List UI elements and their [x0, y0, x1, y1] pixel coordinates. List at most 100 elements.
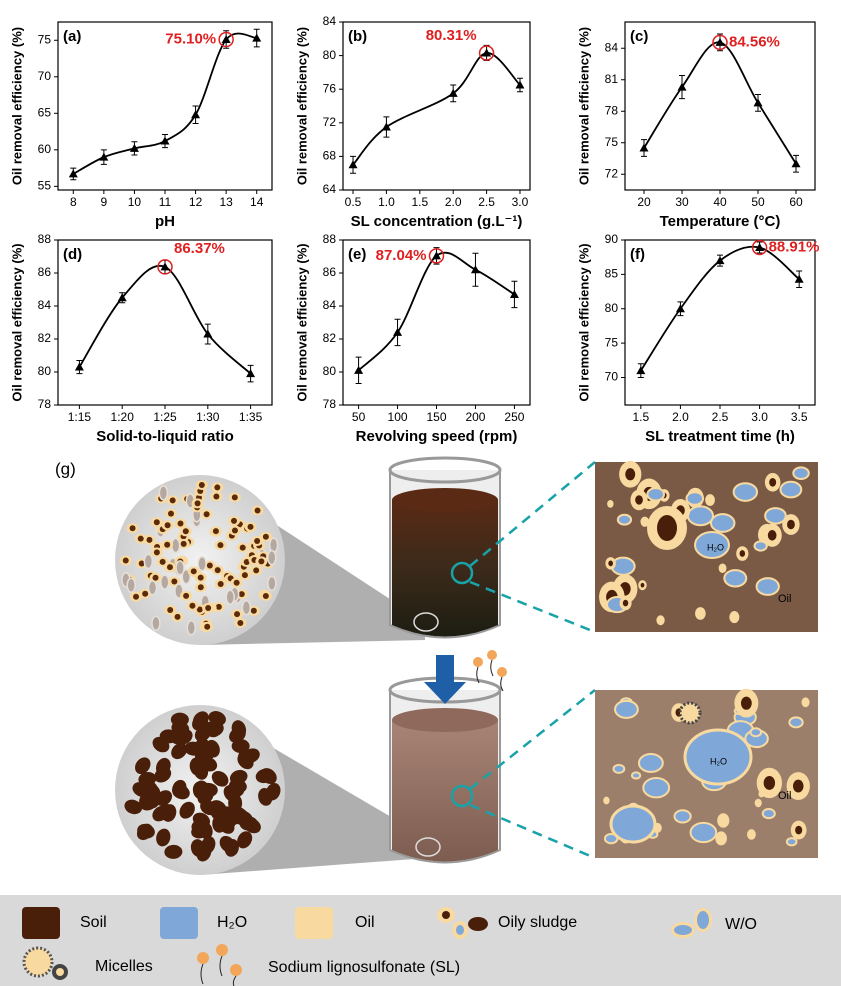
- y-tick-label: 75: [38, 32, 52, 46]
- figure: 5560657075891011121314pHOil removal effi…: [0, 0, 841, 986]
- y-tick-label: 80: [605, 301, 619, 315]
- wo-droplet: [750, 728, 761, 736]
- soil-core: [242, 572, 248, 578]
- soil-core: [142, 591, 148, 597]
- beaker: [390, 458, 500, 638]
- wo-droplet: [734, 483, 757, 501]
- oil-droplet: [717, 813, 729, 828]
- value-label: 86.37%: [174, 240, 225, 257]
- oil-droplet: [695, 607, 706, 620]
- soil-core: [255, 507, 261, 513]
- soil-core: [168, 511, 174, 517]
- legend-label: Sodium lignosulfonate (SL): [268, 959, 460, 976]
- x-tick-label: 1:20: [111, 410, 135, 424]
- value-label: 88.91%: [769, 238, 820, 255]
- oil-droplet: [607, 500, 613, 508]
- x-tick-label: 1.5: [411, 195, 428, 209]
- oil-droplet: [747, 829, 756, 840]
- soil-core: [189, 603, 195, 609]
- marker: [69, 169, 78, 177]
- chart: 78808284868850100150200250Revolving spee…: [294, 232, 530, 445]
- y-axis-title: Oil removal efficiency (%): [9, 27, 24, 185]
- value-label: 87.04%: [376, 247, 427, 264]
- x-axis-title: Revolving speed (rpm): [356, 428, 518, 445]
- y-tick-label: 80: [323, 364, 337, 378]
- soil-core: [251, 608, 257, 614]
- y-tick-label: 82: [323, 331, 337, 345]
- x-tick-label: 2.0: [445, 195, 462, 209]
- marker: [792, 159, 801, 167]
- soil-core: [623, 600, 628, 607]
- oil-droplet: [801, 697, 809, 707]
- wo-particle: [176, 561, 184, 575]
- wo-droplet: [639, 754, 663, 772]
- soil-core: [175, 614, 181, 620]
- marker: [75, 363, 84, 371]
- soil-core: [248, 524, 254, 530]
- y-tick-label: 70: [38, 69, 52, 83]
- y-tick-label: 76: [323, 81, 337, 95]
- soil-core: [787, 520, 795, 530]
- x-tick-label: 9: [101, 195, 108, 209]
- marker: [393, 328, 402, 336]
- y-tick-label: 72: [323, 115, 337, 129]
- y-tick-label: 84: [605, 40, 619, 54]
- x-tick-label: 40: [713, 195, 727, 209]
- x-tick-label: 1:15: [68, 410, 92, 424]
- legend-swatch: [295, 907, 333, 939]
- wo-droplet: [611, 806, 655, 842]
- soil-core: [171, 578, 177, 584]
- wo-particle: [268, 551, 276, 565]
- wo-droplet: [724, 570, 746, 586]
- soil-core: [160, 559, 166, 565]
- soil-core: [191, 568, 197, 574]
- soil-core: [164, 542, 170, 548]
- soil-core: [183, 593, 189, 599]
- wo-droplet: [615, 701, 638, 718]
- oil-droplet: [705, 494, 715, 506]
- oil-droplet: [603, 797, 609, 805]
- x-tick-label: 3.5: [791, 410, 808, 424]
- fit-curve: [353, 53, 520, 165]
- soil-core: [263, 534, 269, 540]
- soil-core: [153, 575, 159, 581]
- soil-core: [204, 511, 210, 517]
- x-tick-label: 1.0: [378, 195, 395, 209]
- soil-core: [133, 594, 139, 600]
- soil-core: [165, 522, 171, 528]
- soil-core: [254, 538, 260, 544]
- x-tick-label: 11: [159, 195, 172, 209]
- y-axis-title: Oil removal efficiency (%): [294, 27, 309, 185]
- soil-core: [625, 468, 635, 480]
- soil-core: [167, 607, 173, 613]
- value-label: 75.10%: [165, 30, 216, 47]
- soil-core: [232, 527, 238, 533]
- y-axis-title: Oil removal efficiency (%): [576, 27, 591, 185]
- sl-molecules: [473, 650, 507, 691]
- soil-core: [234, 611, 240, 617]
- y-tick-label: 86: [323, 265, 337, 279]
- x-tick-label: 250: [504, 410, 524, 424]
- soil-core: [181, 541, 187, 547]
- y-tick-label: 75: [605, 135, 619, 149]
- wo-particle: [187, 621, 195, 635]
- soil-core: [769, 478, 776, 487]
- soil-core: [167, 564, 173, 570]
- wo-droplet: [618, 515, 631, 525]
- marker: [510, 290, 519, 298]
- legend-swatch: [22, 907, 60, 939]
- panel-label: (d): [63, 246, 82, 263]
- oil-droplet: [755, 799, 762, 808]
- value-label: 84.56%: [729, 33, 780, 50]
- y-axis-title: Oil removal efficiency (%): [9, 243, 24, 401]
- value-label: 80.31%: [426, 27, 477, 44]
- x-axis-title: pH: [155, 213, 175, 230]
- marker: [161, 137, 170, 145]
- x-tick-label: 50: [352, 410, 366, 424]
- wo-droplet: [674, 810, 690, 822]
- x-axis-title: SL concentration (g.L⁻¹): [351, 213, 523, 230]
- water-label: H₂O: [710, 756, 727, 766]
- x-tick-label: 2.5: [478, 195, 495, 209]
- soil-core: [795, 826, 802, 835]
- y-tick-label: 72: [605, 166, 619, 180]
